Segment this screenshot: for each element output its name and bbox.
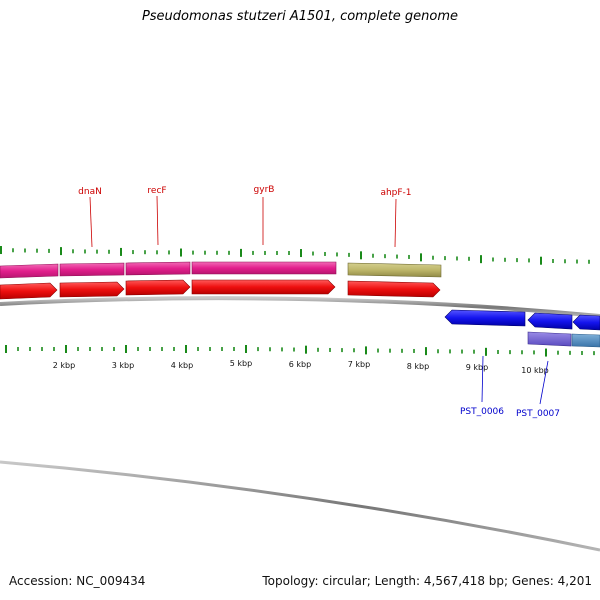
forward-gene-band — [0, 261, 442, 279]
gene-feature-gyrB[interactable] — [191, 261, 337, 275]
label-leader-PST_0006 — [481, 355, 484, 403]
gene-feature-ahpF-1[interactable] — [347, 262, 442, 278]
label-leader-PST_0007 — [539, 360, 549, 405]
scale-label-8kbp: 8 kbp — [407, 362, 429, 371]
scale-label-2kbp: 2 kbp — [53, 361, 75, 370]
label-leader-recF — [156, 195, 159, 246]
scale-label-10kbp: 10 kbp — [521, 366, 549, 375]
cds-arrow-ahpF-1[interactable] — [347, 280, 441, 298]
gene-label-PST_0006[interactable]: PST_0006 — [460, 407, 504, 417]
forward-gene-labels: dnaN recF gyrB ahpF-1 — [78, 185, 412, 248]
cds-arrow-recF[interactable] — [125, 279, 191, 296]
scale-labels: 2 kbp 3 kbp 4 kbp 5 kbp 6 kbp 7 kbp 8 kb… — [53, 359, 549, 375]
scale-label-3kbp: 3 kbp — [112, 361, 134, 370]
gene-feature-PST_0007[interactable] — [527, 331, 572, 347]
reverse-gene-labels: PST_0006 PST_0007 — [460, 355, 560, 419]
cds-arrow-PST_0007[interactable] — [527, 312, 573, 330]
inner-tick-ring — [5, 345, 595, 357]
genome-stats-text: Topology: circular; Length: 4,567,418 bp… — [262, 574, 592, 588]
gene-label-PST_0007[interactable]: PST_0007 — [516, 409, 560, 419]
gene-label-dnaN[interactable]: dnaN — [78, 187, 102, 197]
label-leader-dnaN — [89, 196, 93, 248]
reverse-cds-band — [444, 309, 600, 331]
gene-feature-recF[interactable] — [125, 261, 191, 276]
genome-backbone — [0, 296, 600, 318]
outer-tick-ring — [0, 246, 590, 265]
scale-label-9kbp: 9 kbp — [466, 363, 488, 372]
scale-label-5kbp: 5 kbp — [230, 359, 252, 368]
scale-label-4kbp: 4 kbp — [171, 361, 193, 370]
accession-text: Accession: NC_009434 — [9, 574, 146, 588]
reverse-gene-band — [527, 331, 600, 348]
gene-feature[interactable] — [571, 333, 600, 348]
gene-feature-dnaN[interactable] — [59, 262, 125, 277]
forward-cds-band — [0, 279, 441, 300]
gene-label-ahpF-1[interactable]: ahpF-1 — [380, 188, 411, 198]
genome-circle-arc — [0, 460, 600, 552]
gene-label-recF[interactable]: recF — [147, 186, 166, 196]
cds-arrow[interactable] — [572, 314, 600, 331]
cds-arrow-dnaN[interactable] — [59, 281, 125, 298]
gene-label-gyrB[interactable]: gyrB — [254, 185, 275, 195]
cds-arrow[interactable] — [0, 282, 58, 300]
map-title: Pseudomonas stutzeri A1501, complete gen… — [141, 9, 459, 24]
label-leader-ahpF-1 — [394, 198, 397, 248]
cds-arrow-gyrB[interactable] — [191, 279, 336, 295]
gene-feature[interactable] — [0, 263, 59, 279]
scale-label-6kbp: 6 kbp — [289, 360, 311, 369]
cds-arrow-PST_0006[interactable] — [444, 309, 526, 327]
scale-label-7kbp: 7 kbp — [348, 360, 370, 369]
